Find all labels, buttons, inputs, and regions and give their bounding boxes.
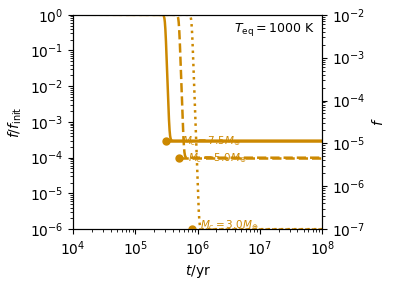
Text: $M_c = 7.5M_{\oplus}$: $M_c = 7.5M_{\oplus}$ <box>182 134 241 148</box>
Y-axis label: $f$: $f$ <box>371 118 386 126</box>
Text: $M_c = 3.0M_{\oplus}$: $M_c = 3.0M_{\oplus}$ <box>200 218 259 232</box>
Text: $T_{\mathrm{eq}} = 1000$ K: $T_{\mathrm{eq}} = 1000$ K <box>234 21 315 38</box>
Text: $M_c = 5.0M_{\oplus}$: $M_c = 5.0M_{\oplus}$ <box>188 151 247 165</box>
Y-axis label: $f/f_{\mathrm{init}}$: $f/f_{\mathrm{init}}$ <box>7 106 24 138</box>
X-axis label: $t$/yr: $t$/yr <box>185 263 211 280</box>
